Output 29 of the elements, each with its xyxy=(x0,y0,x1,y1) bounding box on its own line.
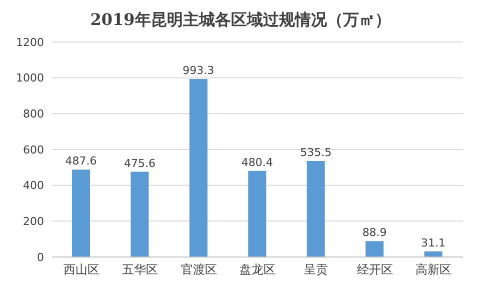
x-tick-label: 西山区 xyxy=(63,262,100,277)
x-tick-label: 呈贡 xyxy=(304,262,328,277)
bar xyxy=(130,172,149,257)
x-tick-label: 高新区 xyxy=(416,262,452,277)
bar xyxy=(424,251,442,257)
data-label: 88.9 xyxy=(362,226,387,240)
y-tick-label: 1000 xyxy=(16,72,44,85)
y-tick-label: 0 xyxy=(37,250,44,264)
data-label: 480.4 xyxy=(241,156,273,169)
x-tick-label: 五华区 xyxy=(122,262,158,277)
y-tick-label: 400 xyxy=(23,179,44,192)
bar xyxy=(189,79,208,257)
bar xyxy=(366,241,384,257)
x-tick-label: 官渡区 xyxy=(180,262,217,277)
data-label: 31.1 xyxy=(421,236,446,250)
x-tick-label: 经开区 xyxy=(356,262,393,277)
y-tick-label: 800 xyxy=(23,108,44,121)
y-tick-label: 200 xyxy=(23,215,44,228)
y-tick-label: 1200 xyxy=(16,36,44,49)
bar xyxy=(72,170,90,257)
x-tick-label: 盘龙区 xyxy=(240,262,276,277)
y-tick-label: 600 xyxy=(23,143,44,156)
data-label: 535.5 xyxy=(300,146,332,160)
data-label: 993.3 xyxy=(182,64,214,78)
data-label: 487.6 xyxy=(65,154,97,168)
bar xyxy=(248,170,266,257)
chart-title: 2019年昆明主城各区域过规情况（万㎡） xyxy=(89,9,392,31)
data-label: 475.6 xyxy=(124,156,156,170)
bar xyxy=(306,161,325,257)
